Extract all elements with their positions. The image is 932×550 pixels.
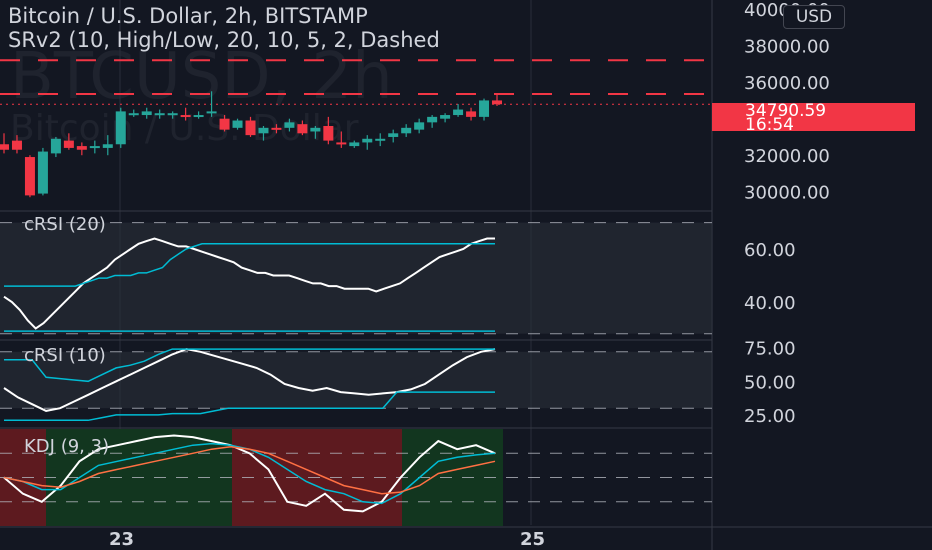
candle-body <box>245 120 256 136</box>
candle-body <box>284 122 295 128</box>
candle-body <box>258 127 269 134</box>
candle-body <box>336 142 347 145</box>
price-tick-label: 30000.00 <box>744 183 830 204</box>
candle-body <box>219 118 230 130</box>
candle-body <box>76 146 87 150</box>
candle-body <box>37 151 48 194</box>
kdj-j-line <box>3 434 496 513</box>
crsi20-upper-band <box>4 243 495 287</box>
price-tick-label: 36000.00 <box>744 73 830 94</box>
candle-body <box>349 142 360 147</box>
crsi10-upper-band <box>4 348 495 383</box>
candle-body <box>401 127 412 134</box>
candle-body <box>388 133 399 137</box>
candle-body <box>24 157 35 196</box>
currency-button[interactable]: USD <box>783 5 845 29</box>
candle-body <box>63 140 74 148</box>
date-tick-label: 23 <box>109 529 134 550</box>
indicator-tick-label: 50.00 <box>744 372 796 393</box>
candle-body <box>427 116 438 123</box>
candle-body <box>193 115 204 118</box>
crsi10-line <box>3 348 496 412</box>
last-price-value: 34790.59 <box>745 101 827 121</box>
indicator-legend: SRv2 (10, High/Low, 20, 10, 5, 2, Dashed <box>8 28 440 52</box>
candle-body <box>11 140 22 150</box>
candle-body <box>440 115 451 119</box>
candle-body <box>362 138 373 143</box>
candle-body <box>310 127 321 132</box>
candle-body <box>89 146 100 149</box>
candle-body <box>232 120 243 128</box>
indicator-tick-label: 25.00 <box>744 406 796 427</box>
candle-body <box>128 113 139 116</box>
candle-body <box>50 138 61 154</box>
candle-body <box>466 111 477 117</box>
candle-body <box>206 111 217 114</box>
watermark-symbol: BTCUSD, 2h <box>10 40 393 114</box>
kdj-d-line <box>3 446 496 495</box>
indicator-tick-label: 60.00 <box>744 240 796 261</box>
last-price-tag: 34790.59 16:54 <box>712 101 915 135</box>
indicator-tick-label: 75.00 <box>744 339 796 360</box>
candle-body <box>297 124 308 134</box>
crsi20-line <box>3 237 495 330</box>
candle-body <box>375 138 386 141</box>
candle-body <box>102 144 113 148</box>
crsi10-label: cRSI (10) <box>24 345 106 366</box>
kdj-label: KDJ (9, 3) <box>24 436 110 457</box>
candle-body <box>141 111 152 116</box>
bar-countdown: 16:54 <box>745 115 794 135</box>
symbol-legend: Bitcoin / U.S. Dollar, 2h, BITSTAMP <box>8 4 368 28</box>
price-tick-label: 38000.00 <box>744 37 830 58</box>
candle-body <box>479 100 490 117</box>
candle-body <box>115 111 126 145</box>
crsi10-band-fill <box>0 351 712 409</box>
date-tick-label: 25 <box>520 529 545 550</box>
candle-body <box>414 122 425 130</box>
candle-body <box>0 144 9 150</box>
candle-body <box>453 109 464 116</box>
candle-body <box>271 127 282 130</box>
crsi20-band-fill <box>0 222 712 334</box>
indicator-tick-label: 40.00 <box>744 293 796 314</box>
crsi20-label: cRSI (20) <box>24 214 106 235</box>
candle-body <box>154 113 165 116</box>
candle-body <box>180 115 191 118</box>
candle-body <box>167 113 178 116</box>
candle-body <box>323 126 334 141</box>
crsi10-lower-band <box>4 391 495 422</box>
price-tick-label: 32000.00 <box>744 146 830 167</box>
candle-body <box>492 100 502 105</box>
